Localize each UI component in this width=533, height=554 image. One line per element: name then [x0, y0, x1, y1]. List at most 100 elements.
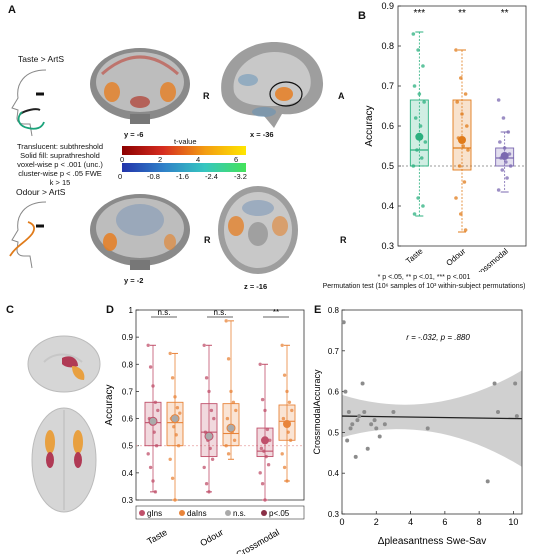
data-point	[212, 416, 216, 421]
stat-annotation: r = -.032, p = .880	[406, 333, 470, 342]
legend-label: gIns	[147, 509, 162, 518]
data-point	[416, 196, 420, 200]
data-point	[173, 395, 177, 399]
data-point	[232, 438, 237, 442]
data-point	[226, 452, 231, 456]
coord-z: z = -16	[244, 282, 268, 291]
data-point	[202, 343, 206, 347]
x-tick-label: Crossmodal	[471, 246, 510, 272]
data-point	[204, 376, 209, 380]
data-point	[224, 319, 228, 323]
x-tick-label: 8	[477, 517, 482, 527]
legend-marker	[179, 510, 185, 516]
coronal-brain-slice-top	[90, 48, 190, 124]
data-point	[341, 320, 346, 325]
data-point	[500, 168, 505, 172]
y-axis-label: Accuracy	[104, 384, 115, 425]
odour-contrast-label: Odour > ArtS	[16, 187, 66, 197]
panel-e-chart: 0.3 0.4 0.5 0.6 0.7 0.8 0 2 4 6 8 10 r = -.032, p = …	[312, 306, 523, 547]
data-point	[508, 164, 513, 168]
data-point	[502, 146, 507, 150]
data-point	[260, 482, 265, 486]
data-point	[416, 48, 420, 52]
legend-label: n.s.	[233, 509, 246, 518]
taste-contrast-label: Taste > ArtS	[18, 54, 65, 64]
threshold-legend: Translucent: subthreshold Solid fill: su…	[4, 142, 116, 187]
legend-box	[135, 505, 305, 520]
odour-tube-icon	[9, 221, 35, 257]
data-point	[498, 140, 502, 144]
data-point	[506, 130, 511, 134]
data-point	[501, 116, 506, 120]
y-tick-label: 0.6	[122, 415, 134, 424]
data-point	[412, 84, 417, 88]
data-point	[225, 416, 230, 421]
data-point	[345, 438, 350, 443]
data-point	[466, 148, 470, 152]
legend-line-cluster: cluster-wise p < .05 FWE	[18, 169, 102, 178]
data-point	[148, 465, 153, 470]
y-tick-label: 0.7	[122, 387, 134, 396]
y-tick-label: 0.4	[381, 201, 394, 211]
mean-marker	[415, 132, 424, 141]
data-point	[281, 416, 286, 421]
mean-marker	[170, 414, 180, 424]
y-tick-label: 0.7	[381, 81, 394, 91]
data-point	[173, 498, 177, 502]
data-point	[207, 490, 211, 494]
legend-label: daIns	[187, 509, 207, 518]
significance-note-line2: Permutation test (10⁶ samples of 10³ wit…	[322, 283, 526, 290]
data-point	[413, 116, 418, 120]
y-tick-label: 1	[129, 306, 134, 315]
neg-tick-label: -3.2	[234, 172, 247, 181]
data-point	[496, 188, 501, 192]
y-tick-label: 0.7	[328, 347, 340, 356]
pos-tick-label: 6	[234, 155, 239, 164]
panel-e-label: E	[314, 304, 322, 316]
y-tick-label: 0.9	[381, 1, 394, 11]
confidence-band	[342, 370, 522, 467]
data-point	[288, 438, 293, 442]
data-point	[224, 444, 228, 448]
data-point	[462, 180, 467, 184]
panel-a-label: A	[8, 4, 16, 16]
negative-colorbar	[122, 163, 246, 172]
data-point	[260, 397, 265, 402]
legend-line-translucent: Translucent: subthreshold	[16, 142, 104, 151]
mean-marker	[283, 420, 291, 428]
data-point	[465, 124, 469, 128]
data-point	[369, 422, 374, 427]
data-point	[454, 48, 458, 52]
data-point	[461, 144, 465, 148]
data-point	[507, 152, 512, 156]
box-gins	[200, 403, 218, 458]
data-point	[226, 357, 231, 361]
data-point	[262, 449, 266, 453]
data-point	[146, 452, 150, 456]
data-point	[153, 490, 158, 494]
data-point	[265, 427, 270, 432]
data-point	[496, 98, 501, 102]
data-point	[365, 446, 370, 451]
pos-tick-label: 2	[158, 155, 163, 164]
data-point	[460, 112, 464, 116]
legend-marker	[261, 510, 267, 516]
data-point	[258, 471, 262, 475]
data-point	[485, 479, 490, 484]
x-tick-label: Odour	[444, 246, 467, 267]
dains-region-icon	[72, 366, 85, 380]
data-point	[153, 400, 158, 404]
data-point	[176, 444, 181, 448]
x-tick-label: Taste	[145, 527, 169, 546]
y-axis-label: CrossmodalAccuracy	[312, 369, 322, 455]
data-point	[174, 433, 178, 437]
data-point	[425, 426, 430, 431]
neg-tick-label: -1.6	[176, 172, 189, 181]
odour-head-icon	[9, 201, 47, 269]
x-tick-label: Crossmodal	[234, 527, 281, 554]
data-point	[372, 418, 377, 423]
data-point	[154, 444, 159, 448]
x-tick-label: 10	[508, 517, 518, 527]
data-point	[415, 148, 419, 152]
data-point	[496, 410, 500, 414]
